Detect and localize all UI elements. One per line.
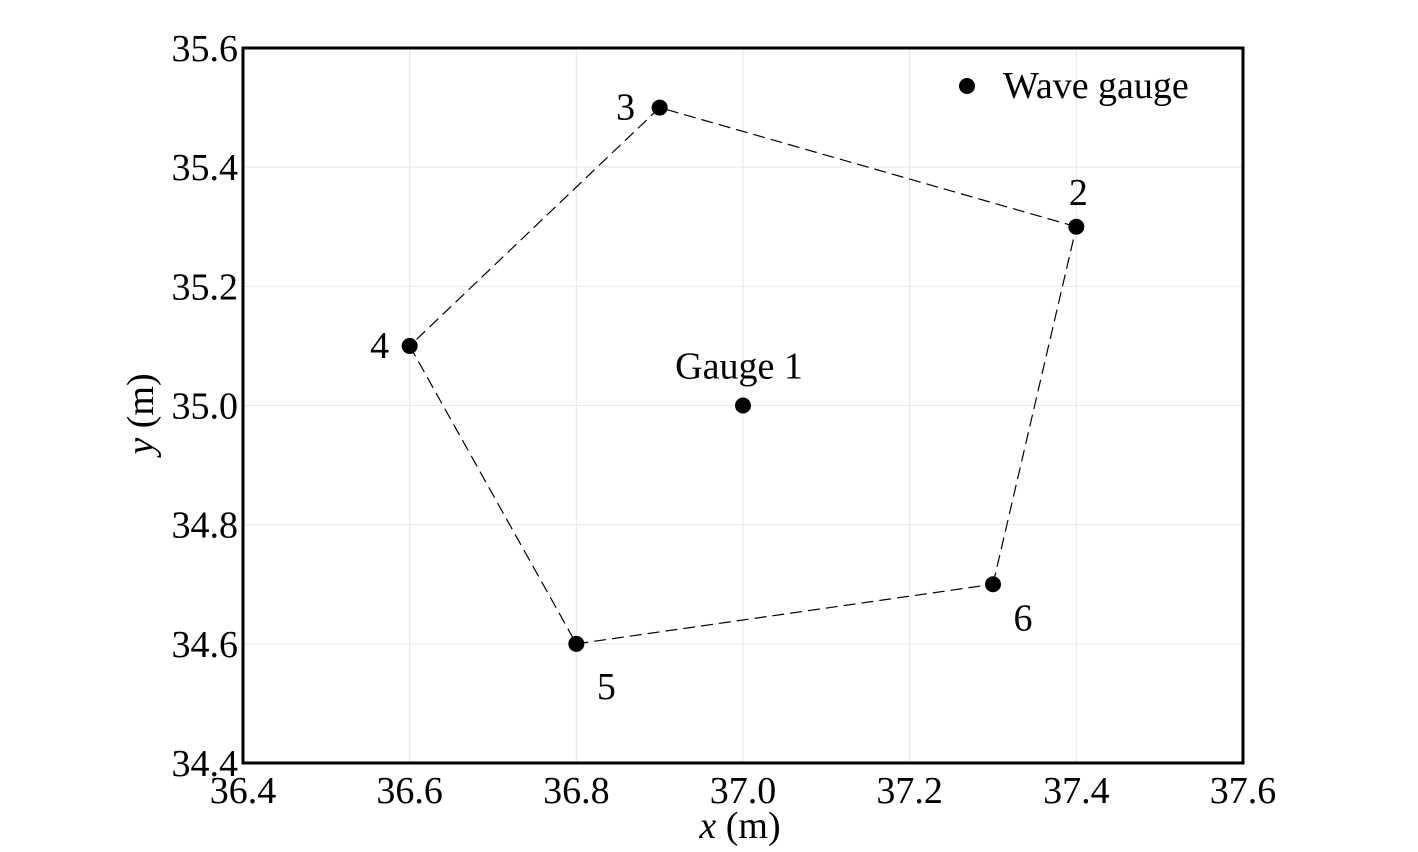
x-tick-label: 36.6 bbox=[376, 770, 443, 812]
x-tick-label: 36.4 bbox=[210, 770, 277, 812]
y-tick-labels: 34.4 34.6 34.8 35.0 35.2 35.4 35.6 bbox=[172, 28, 239, 785]
y-tick-label: 34.4 bbox=[172, 743, 239, 785]
legend-label: Wave gauge bbox=[1003, 65, 1189, 107]
polygon-edge bbox=[659, 107, 1077, 228]
gauge-point bbox=[568, 635, 585, 652]
gauge-point bbox=[735, 397, 751, 414]
gauge-point bbox=[651, 99, 668, 116]
gauge-label: 2 bbox=[1069, 172, 1088, 214]
gauge-point bbox=[1068, 218, 1085, 235]
gauge-label: 5 bbox=[597, 666, 616, 708]
polygon-edge bbox=[576, 583, 994, 645]
gauge-label: Gauge 1 bbox=[675, 346, 803, 388]
data-points: Gauge 1 2 3 4 5 6 bbox=[370, 87, 1088, 708]
x-tick-label: 37.4 bbox=[1043, 770, 1110, 812]
gauge-label: 3 bbox=[616, 87, 635, 129]
gauge-label: 4 bbox=[370, 325, 389, 367]
plot-frame bbox=[241, 46, 1245, 765]
y-tick-label: 34.8 bbox=[172, 505, 239, 547]
legend-marker bbox=[959, 78, 975, 94]
legend: Wave gauge bbox=[959, 65, 1189, 107]
y-axis-label: y (m) bbox=[120, 373, 162, 458]
gauge-label: 6 bbox=[1014, 597, 1033, 639]
plot-border bbox=[241, 46, 1245, 765]
x-tick-label: 37.0 bbox=[710, 770, 777, 812]
polygon-edge bbox=[409, 107, 661, 347]
y-tick-label: 35.6 bbox=[172, 28, 239, 70]
x-tick-label: 36.8 bbox=[543, 770, 610, 812]
gauge-point bbox=[401, 337, 418, 354]
x-axis-label: x (m) bbox=[698, 805, 780, 847]
polygon-edge bbox=[409, 345, 577, 645]
y-tick-label: 34.6 bbox=[172, 624, 239, 666]
gauge-polygon bbox=[409, 107, 1077, 645]
y-tick-label: 35.4 bbox=[172, 147, 239, 189]
x-tick-labels: 36.4 36.6 36.8 37.0 37.2 37.4 37.6 bbox=[210, 770, 1277, 812]
x-tick-label: 37.6 bbox=[1210, 770, 1277, 812]
gauge-point bbox=[985, 576, 1001, 593]
polygon-edge bbox=[992, 226, 1077, 585]
y-tick-label: 35.0 bbox=[172, 386, 239, 428]
y-tick-label: 35.2 bbox=[172, 266, 239, 308]
x-tick-label: 37.2 bbox=[876, 770, 943, 812]
